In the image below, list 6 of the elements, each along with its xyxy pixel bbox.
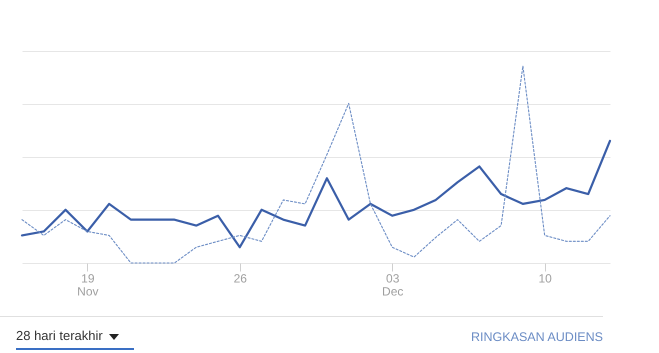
text: RINGKASAN AUDIENS xyxy=(471,330,603,344)
x-tick-label: 26 xyxy=(234,272,248,286)
x-tick-label: 03 Dec xyxy=(382,272,404,298)
x-tick-label: 10 xyxy=(538,272,552,286)
x-tick-label: 19 Nov xyxy=(77,272,99,298)
text: 28 hari terakhir xyxy=(16,328,103,343)
